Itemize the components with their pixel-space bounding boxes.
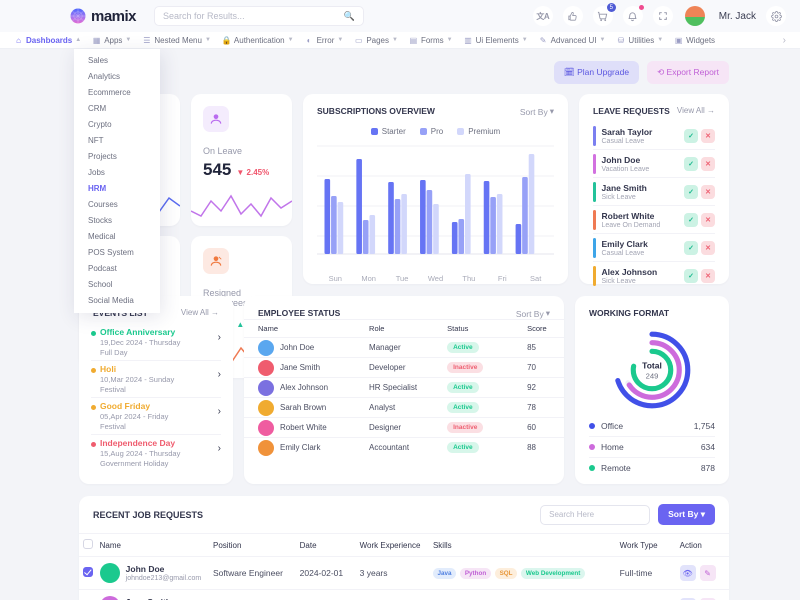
svg-text:Total: Total bbox=[642, 360, 662, 370]
svg-text:249: 249 bbox=[646, 372, 659, 381]
